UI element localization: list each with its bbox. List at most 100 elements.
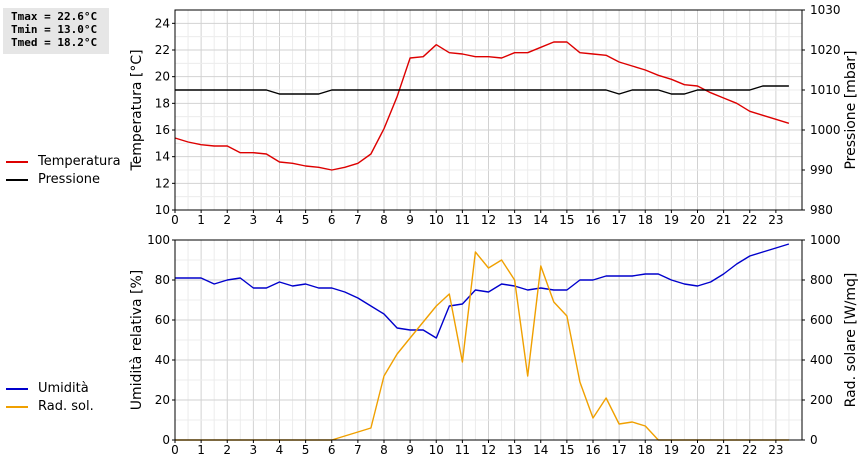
legend-item-umidita: Umidità (6, 380, 94, 398)
x-tick-label: 1 (197, 213, 205, 227)
legend-swatch-temperatura (6, 161, 28, 163)
x-tick-label: 5 (302, 443, 310, 457)
y-axis-label: Umidità relativa [%] (129, 270, 145, 411)
series-line-1 (175, 251, 789, 441)
x-tick-label: 21 (716, 213, 731, 227)
legend-label-rad-sol: Rad. sol. (38, 399, 94, 414)
x-tick-label: 9 (406, 443, 414, 457)
legend-item-temperatura: Temperatura (6, 153, 121, 171)
x-tick-label: 2 (223, 443, 231, 457)
x-tick-label: 16 (585, 213, 600, 227)
x-tick-label: 3 (250, 213, 258, 227)
x-tick-label: 10 (429, 443, 444, 457)
legend-item-rad-sol: Rad. sol. (6, 398, 94, 416)
x-tick-label: 14 (533, 213, 548, 227)
tmin-text: Tmin = 13.0°C (11, 23, 98, 36)
x-tick-label: 0 (171, 213, 179, 227)
x-tick-label: 9 (406, 213, 414, 227)
x-tick-label: 3 (250, 443, 258, 457)
x-tick-label: 4 (276, 443, 284, 457)
series-line-0 (175, 243, 790, 339)
x-tick-label: 16 (585, 443, 600, 457)
legend-label-temperatura: Temperatura (38, 154, 121, 169)
legend-swatch-umidita (6, 388, 28, 390)
series-line-0 (174, 41, 790, 171)
legend-bottom: Umidità Rad. sol. (6, 380, 94, 416)
y-tick-label: 14 (155, 150, 170, 164)
chart-temperatura-pressione: 0 1 2 3 4 5 6 7 8 9 10 11 12 13 14 15 16 17 18 19 20 21 22 2310… (129, 3, 859, 227)
y-tick-label: 16 (155, 123, 170, 137)
legend-swatch-rad-sol (6, 406, 28, 408)
y-tick-label: 80 (155, 273, 170, 287)
legend-item-pressione: Pressione (6, 171, 121, 189)
y-tick-label: 18 (155, 96, 170, 110)
x-tick-label: 17 (611, 443, 626, 457)
x-tick-label: 18 (638, 213, 653, 227)
chart-umidita-radiazione: 0 1 2 3 4 5 6 7 8 9 10 11 12 13 14 15 16 17 18 19 20 21 22 2302… (129, 233, 859, 457)
y-tick-label: 20 (155, 70, 170, 84)
x-tick-label: 0 (171, 443, 179, 457)
x-tick-label: 21 (716, 443, 731, 457)
legend-label-umidita: Umidità (38, 381, 89, 396)
legend-swatch-pressione (6, 179, 28, 181)
y2-tick-label: 200 (810, 393, 833, 407)
y-tick-label: 22 (155, 43, 170, 57)
y-tick-label: 24 (155, 16, 170, 30)
x-tick-label: 4 (276, 213, 284, 227)
x-tick-label: 19 (664, 213, 679, 227)
y2-tick-label: 400 (810, 353, 833, 367)
x-tick-label: 8 (380, 213, 388, 227)
x-tick-label: 10 (429, 213, 444, 227)
y2-tick-label: 980 (810, 203, 833, 217)
x-tick-label: 22 (742, 443, 757, 457)
x-tick-label: 12 (481, 213, 496, 227)
y-axis-label: Temperatura [°C] (129, 49, 145, 171)
x-tick-label: 8 (380, 443, 388, 457)
legend-label-pressione: Pressione (38, 172, 101, 187)
x-tick-label: 20 (690, 443, 705, 457)
x-tick-label: 1 (197, 443, 205, 457)
x-tick-label: 7 (354, 213, 362, 227)
x-tick-label: 17 (611, 213, 626, 227)
y2-tick-label: 1010 (810, 83, 841, 97)
x-tick-label: 5 (302, 213, 310, 227)
y2-tick-label: 800 (810, 273, 833, 287)
y2-tick-label: 600 (810, 313, 833, 327)
tmax-text: Tmax = 22.6°C (11, 10, 98, 23)
y2-tick-label: 1000 (810, 123, 841, 137)
y2-tick-label: 990 (810, 163, 833, 177)
x-tick-label: 11 (455, 213, 470, 227)
y-tick-label: 40 (155, 353, 170, 367)
y2-axis-label: Pressione [mbar] (843, 50, 859, 169)
y-tick-label: 100 (147, 233, 170, 247)
y-tick-label: 60 (155, 313, 170, 327)
x-tick-label: 23 (768, 213, 783, 227)
x-tick-label: 18 (638, 443, 653, 457)
y-tick-label: 0 (162, 433, 170, 447)
x-tick-label: 23 (768, 443, 783, 457)
y-tick-label: 10 (155, 203, 170, 217)
x-tick-label: 6 (328, 213, 336, 227)
x-tick-label: 11 (455, 443, 470, 457)
y2-axis-label: Rad. solare [W/mq] (843, 273, 859, 408)
x-tick-label: 13 (507, 443, 522, 457)
x-tick-label: 20 (690, 213, 705, 227)
y2-tick-label: 1020 (810, 43, 841, 57)
series-line-1 (175, 85, 789, 95)
x-tick-label: 15 (559, 443, 574, 457)
x-tick-label: 22 (742, 213, 757, 227)
legend-top: Temperatura Pressione (6, 153, 121, 189)
tmed-text: Tmed = 18.2°C (11, 36, 98, 49)
x-tick-label: 7 (354, 443, 362, 457)
x-tick-label: 19 (664, 443, 679, 457)
x-tick-label: 15 (559, 213, 574, 227)
x-tick-label: 6 (328, 443, 336, 457)
y2-tick-label: 0 (810, 433, 818, 447)
y2-tick-label: 1000 (810, 233, 841, 247)
x-tick-label: 12 (481, 443, 496, 457)
x-tick-label: 2 (223, 213, 231, 227)
x-tick-label: 14 (533, 443, 548, 457)
x-tick-label: 13 (507, 213, 522, 227)
y2-tick-label: 1030 (810, 3, 841, 17)
